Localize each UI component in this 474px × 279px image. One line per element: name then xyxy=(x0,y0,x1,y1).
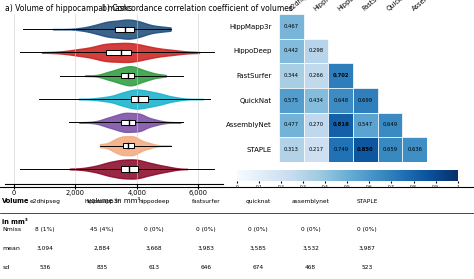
Text: 3,532: 3,532 xyxy=(302,246,319,251)
Text: mean: mean xyxy=(2,246,20,251)
Text: 3,983: 3,983 xyxy=(198,246,215,251)
X-axis label: volume in mm³: volume in mm³ xyxy=(87,198,140,204)
Text: FastSurfer: FastSurfer xyxy=(362,0,391,12)
Text: AssemblyNet: AssemblyNet xyxy=(411,0,448,12)
Text: 0.266: 0.266 xyxy=(309,73,324,78)
Text: Nmiss: Nmiss xyxy=(2,227,21,232)
Text: 0 (0%): 0 (0%) xyxy=(144,227,164,232)
Bar xyxy=(402,137,427,162)
Text: 646: 646 xyxy=(201,265,212,270)
Text: 3,585: 3,585 xyxy=(250,246,267,251)
Text: 0.648: 0.648 xyxy=(333,98,348,103)
Bar xyxy=(121,166,138,172)
Text: 0.649: 0.649 xyxy=(383,122,398,127)
Bar xyxy=(279,14,304,39)
Bar xyxy=(304,39,328,63)
Text: 0 (0%): 0 (0%) xyxy=(357,227,377,232)
Text: 0.575: 0.575 xyxy=(284,98,299,103)
Text: 8 (1%): 8 (1%) xyxy=(35,227,55,232)
Bar xyxy=(328,112,353,137)
Text: 0.699: 0.699 xyxy=(358,98,373,103)
Bar xyxy=(279,63,304,88)
Text: 0.467: 0.467 xyxy=(284,24,299,29)
Bar xyxy=(115,27,134,32)
Text: 0 (0%): 0 (0%) xyxy=(301,227,320,232)
Text: 3,987: 3,987 xyxy=(359,246,376,251)
Text: 0 (0%): 0 (0%) xyxy=(196,227,216,232)
Text: 0.442: 0.442 xyxy=(284,49,299,53)
Bar xyxy=(121,73,134,78)
Text: 613: 613 xyxy=(148,265,160,270)
Text: in mm³: in mm³ xyxy=(2,219,28,225)
Text: 0.313: 0.313 xyxy=(284,147,299,152)
Text: 0.749: 0.749 xyxy=(333,147,348,152)
Text: 0.477: 0.477 xyxy=(284,122,299,127)
Text: a) Volume of hippocampal masks: a) Volume of hippocampal masks xyxy=(5,4,132,13)
Bar xyxy=(131,97,147,102)
Bar xyxy=(353,137,378,162)
Text: STAPLE: STAPLE xyxy=(356,199,378,204)
Bar xyxy=(279,39,304,63)
Text: 523: 523 xyxy=(362,265,373,270)
Text: 3,668: 3,668 xyxy=(146,246,163,251)
Bar xyxy=(328,88,353,112)
Text: 0.344: 0.344 xyxy=(284,73,299,78)
Text: sd: sd xyxy=(2,265,9,270)
Bar xyxy=(378,112,402,137)
Text: e2dhipseg: e2dhipseg xyxy=(288,0,318,12)
Bar xyxy=(121,120,135,125)
Text: 0.702: 0.702 xyxy=(333,73,349,78)
Bar xyxy=(353,88,378,112)
Text: b) Concordance correlation coefficient of volumes: b) Concordance correlation coefficient o… xyxy=(102,4,292,13)
Text: 0.636: 0.636 xyxy=(407,147,422,152)
Text: Volume: Volume xyxy=(2,198,30,204)
Bar xyxy=(279,112,304,137)
Text: 0.816: 0.816 xyxy=(332,122,349,127)
Text: 0.659: 0.659 xyxy=(383,147,398,152)
Bar xyxy=(279,137,304,162)
Text: 0.434: 0.434 xyxy=(309,98,324,103)
Text: quicknat: quicknat xyxy=(246,199,271,204)
Text: e2dhipseg: e2dhipseg xyxy=(29,199,61,204)
Text: 674: 674 xyxy=(253,265,264,270)
Text: fastsurfer: fastsurfer xyxy=(192,199,220,204)
Text: assemblynet: assemblynet xyxy=(292,199,329,204)
Text: 0.298: 0.298 xyxy=(309,49,324,53)
Bar xyxy=(353,112,378,137)
Text: hippmapp3r: hippmapp3r xyxy=(84,199,120,204)
Text: 536: 536 xyxy=(39,265,51,270)
Text: 45 (4%): 45 (4%) xyxy=(90,227,114,232)
Bar xyxy=(123,143,134,148)
Bar xyxy=(304,112,328,137)
Bar xyxy=(328,137,353,162)
Text: QuickNat: QuickNat xyxy=(386,0,413,12)
Text: HippMapp3r: HippMapp3r xyxy=(312,0,347,12)
Bar xyxy=(304,63,328,88)
Text: 835: 835 xyxy=(96,265,108,270)
Text: 3,094: 3,094 xyxy=(36,246,54,251)
Bar xyxy=(279,88,304,112)
Bar xyxy=(304,137,328,162)
Text: hippodeep: hippodeep xyxy=(138,199,170,204)
Bar xyxy=(378,137,402,162)
Text: 0.217: 0.217 xyxy=(309,147,324,152)
Bar xyxy=(328,63,353,88)
Text: 0 (0%): 0 (0%) xyxy=(248,227,268,232)
Bar xyxy=(304,88,328,112)
Bar xyxy=(106,50,131,55)
Text: 0.547: 0.547 xyxy=(358,122,373,127)
Text: 0.850: 0.850 xyxy=(357,147,374,152)
Text: 468: 468 xyxy=(305,265,316,270)
Text: HippoDeep: HippoDeep xyxy=(337,0,369,12)
Text: 0.270: 0.270 xyxy=(309,122,324,127)
Text: 2,884: 2,884 xyxy=(93,246,110,251)
